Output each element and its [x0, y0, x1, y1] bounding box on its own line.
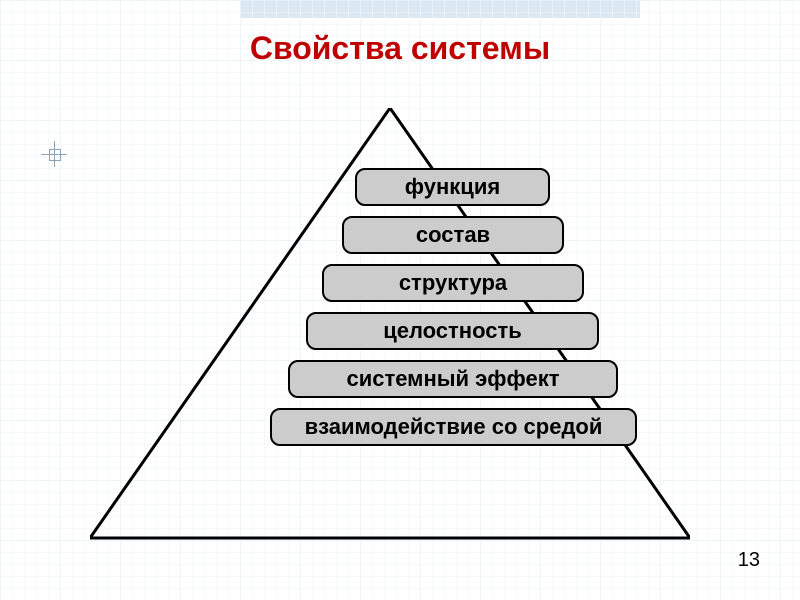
decorative-crosshair-icon	[45, 145, 63, 163]
pyramid-level-3: структура	[322, 264, 584, 302]
pyramid-level-5: системный эффект	[288, 360, 618, 398]
page-number: 13	[738, 549, 760, 572]
system-properties-pyramid: функция состав структура целостность системн…	[90, 108, 690, 548]
pyramid-level-1: функция	[355, 168, 550, 206]
pyramid-level-6: взаимодействие со средой	[270, 408, 637, 446]
pyramid-level-2: состав	[342, 216, 564, 254]
pyramid-level-4: целостность	[306, 312, 599, 350]
page-title: Свойства системы	[0, 30, 800, 67]
decorative-top-bar	[240, 0, 640, 18]
